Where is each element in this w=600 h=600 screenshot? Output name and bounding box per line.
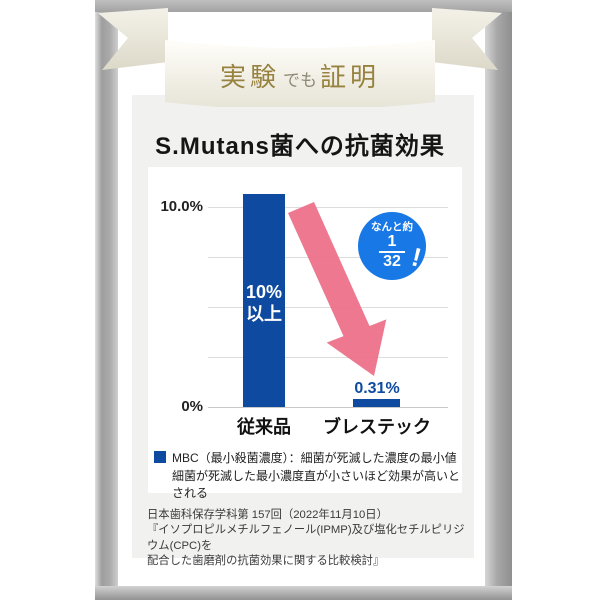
frame-top-band [95, 0, 512, 12]
citation-line2: 『イソプロピルメチルフェノール(IPMP)及び塩化セチルピリジウム(CPC)を [147, 524, 465, 552]
bar-breathtec [353, 399, 400, 407]
citation-block: 日本歯科保存学科第 157回（2022年11月10日） 『イソプロピルメチルフェ… [147, 508, 469, 569]
ratio-badge-numerator: 1 [387, 233, 397, 250]
gridline-10pct [208, 207, 448, 208]
bar-conventional [243, 194, 285, 407]
y-tick-bottom: 0% [181, 398, 203, 415]
citation-line1: 日本歯科保存学科第 157回（2022年11月10日） [147, 509, 388, 521]
ratio-badge-caption: なんと約 [371, 221, 413, 233]
gridline-2-5pct [208, 357, 448, 358]
x-label-breathtec: ブレステック [323, 417, 431, 437]
bar-conventional-value-label: 10% 以上 [243, 282, 285, 325]
y-tick-top: 10.0% [160, 198, 203, 215]
x-axis-line [208, 407, 448, 408]
ratio-badge-fraction: 1 32 [358, 234, 426, 270]
ribbon-banner-graphic [98, 8, 502, 107]
frame-left-band [95, 0, 118, 600]
frame-bottom-band [95, 586, 512, 600]
bar-conventional-value-line1: 10% [245, 282, 283, 302]
frame-right-band [485, 0, 512, 600]
ribbon-left-tail [98, 8, 168, 70]
ratio-badge-fraction-bar [379, 251, 405, 253]
x-label-conventional: 従来品 [237, 417, 291, 437]
ratio-badge: なんと約 1 32 ! [358, 212, 426, 280]
page-title: S.Mutans菌への抗菌効果 [155, 133, 445, 160]
ribbon-title-part2: でも [283, 71, 317, 91]
bar-conventional-value-line2: 以上 [246, 303, 282, 324]
ribbon-title-part1: 実験 [219, 63, 280, 93]
legend-square-icon [154, 451, 166, 463]
ribbon-band [165, 40, 435, 107]
gridline-5pct [208, 307, 448, 308]
citation-line3: 配合した歯磨剤の抗菌効果に関する比較検討』 [147, 554, 385, 567]
chart-card: 10.0% 0% 10% 以上 0.31% なんと約 1 32 ! 従来品 ブレ… [148, 167, 462, 500]
bar-breathtec-value-label: 0.31% [354, 380, 400, 397]
legend-line1: MBC（最小殺菌濃度）：細菌が死滅した濃度の最小値 [172, 451, 457, 465]
legend-row-1: MBC（最小殺菌濃度）：細菌が死滅した濃度の最小値 [154, 449, 458, 466]
decrease-arrow-icon [288, 202, 387, 376]
ribbon-right-tail [432, 8, 502, 70]
ratio-badge-denominator: 32 [383, 253, 401, 270]
ribbon-title: 実験 でも 証明 [155, 57, 445, 97]
ribbon-title-part3: 証明 [320, 63, 381, 93]
legend-line2: 細菌が死滅した最小濃度直が小さいほど効果が高いとされる [172, 469, 461, 500]
